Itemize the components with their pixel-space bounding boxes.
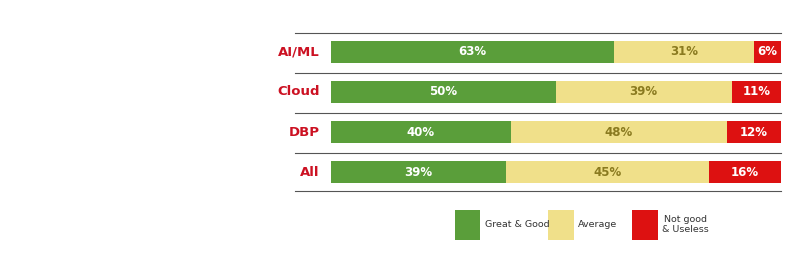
Bar — [331, 81, 556, 103]
Bar — [709, 161, 781, 183]
Text: 31%: 31% — [670, 45, 698, 58]
Text: 12%: 12% — [740, 126, 768, 139]
Text: 11%: 11% — [742, 86, 770, 98]
Text: Great & Good: Great & Good — [485, 220, 550, 229]
Bar — [754, 41, 781, 63]
Text: 63%: 63% — [458, 45, 487, 58]
Bar — [632, 210, 658, 240]
Text: DBP: DBP — [289, 126, 320, 139]
Bar — [506, 161, 709, 183]
Text: 40%: 40% — [406, 126, 435, 139]
Bar — [331, 161, 506, 183]
Bar — [614, 41, 754, 63]
Text: How different technologies: How different technologies — [131, 179, 289, 191]
Text: Not good
& Useless: Not good & Useless — [662, 215, 709, 234]
Bar — [556, 81, 732, 103]
Text: 39%: 39% — [630, 86, 658, 98]
Text: 39%: 39% — [405, 166, 433, 179]
Text: Cloud: Cloud — [277, 86, 320, 98]
Bar — [331, 121, 511, 143]
Text: Fig. 9:: Fig. 9: — [248, 148, 289, 161]
Text: All: All — [300, 166, 320, 179]
Bar — [727, 121, 781, 143]
Bar — [511, 121, 727, 143]
Text: 48%: 48% — [605, 126, 633, 139]
Text: AI/ML: AI/ML — [277, 45, 320, 58]
Text: 6%: 6% — [758, 45, 778, 58]
Text: 50%: 50% — [430, 86, 457, 98]
Text: 45%: 45% — [594, 166, 622, 179]
Bar — [548, 210, 574, 240]
Text: affect forecast satisfaction: affect forecast satisfaction — [132, 207, 289, 220]
Bar — [732, 81, 781, 103]
Text: 16%: 16% — [731, 166, 759, 179]
Bar — [331, 41, 614, 63]
Text: Average: Average — [579, 220, 618, 229]
Bar — [454, 210, 481, 240]
